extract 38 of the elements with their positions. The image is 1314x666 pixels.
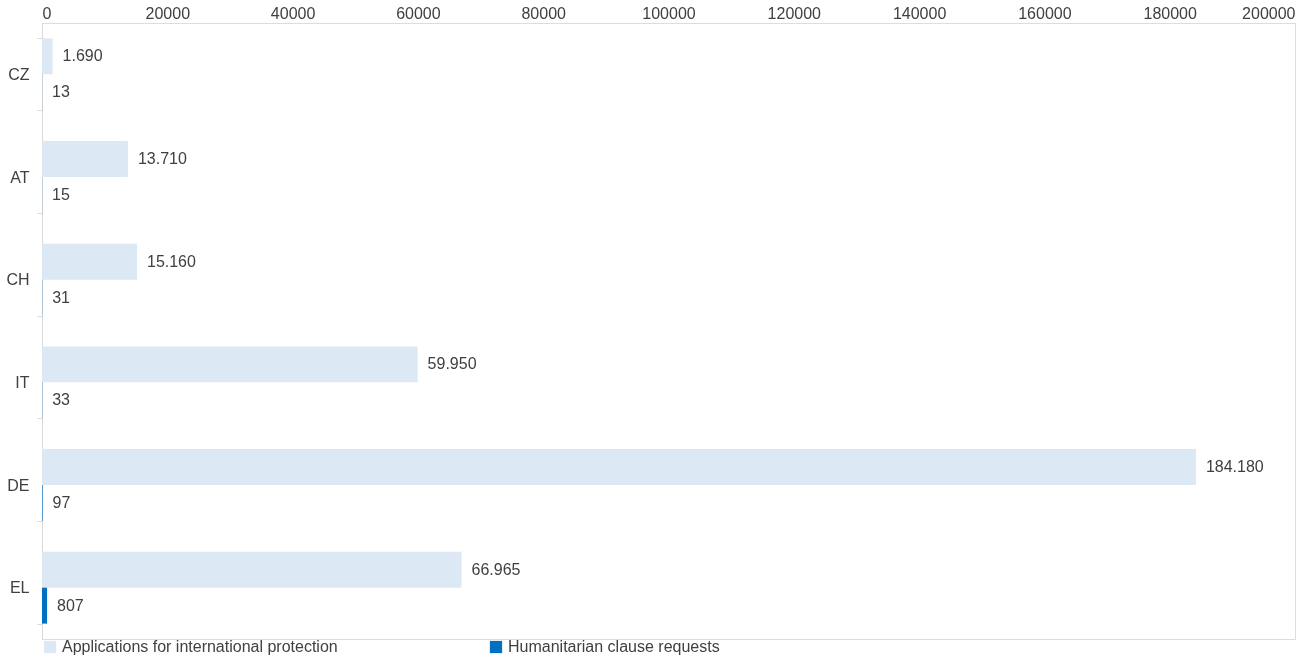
x-tick-label: 20000 [145, 4, 191, 22]
data-label: 66.965 [471, 560, 521, 578]
x-tick-label: 200000 [1242, 4, 1296, 22]
x-tick-label: 40000 [270, 4, 316, 22]
data-label: 184.180 [1205, 458, 1264, 476]
legend-label: Applications for international protection [62, 638, 338, 655]
data-label: 807 [57, 596, 84, 614]
bar [42, 38, 53, 75]
y-tick-label: AT [10, 168, 30, 186]
data-label: 15.160 [146, 252, 197, 270]
y-tick-label: CZ [8, 65, 30, 83]
data-label: 59.950 [427, 355, 477, 373]
x-tick-label: 120000 [767, 4, 822, 22]
bar [42, 551, 462, 588]
x-tick-label: 140000 [892, 4, 947, 22]
bar [42, 243, 137, 280]
data-label: 13 [52, 83, 70, 101]
data-label: 31 [52, 288, 71, 306]
x-tick-label: 160000 [1018, 4, 1072, 22]
data-label: 97 [52, 493, 71, 511]
x-tick-label: 60000 [396, 4, 441, 22]
y-tick-label: EL [9, 579, 30, 597]
x-tick-label: 180000 [1143, 4, 1197, 22]
data-label: 13.710 [137, 150, 187, 168]
data-label: 1.690 [62, 47, 103, 65]
bar [42, 449, 1196, 485]
bar [42, 346, 418, 383]
x-tick-label: 0 [42, 4, 52, 22]
y-tick-label: DE [7, 476, 30, 494]
x-tick-label: 100000 [642, 4, 696, 22]
y-tick-label: CH [6, 271, 30, 289]
bar [42, 587, 48, 624]
legend-label: Humanitarian clause requests [508, 638, 720, 655]
data-label: 15 [52, 185, 70, 203]
x-tick-label: 80000 [521, 4, 567, 22]
bar [42, 141, 128, 177]
data-label: 33 [52, 391, 71, 409]
y-tick-label: IT [15, 373, 30, 391]
